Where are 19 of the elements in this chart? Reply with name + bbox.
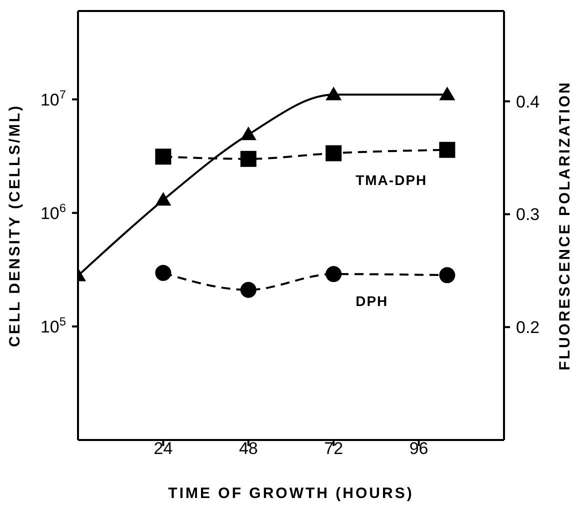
- point: [155, 192, 172, 206]
- y-tick-label: 10$^{7}$: [40, 87, 66, 110]
- point: [240, 126, 256, 140]
- y2-tick-label: 0.3: [516, 205, 540, 224]
- y-tick-label: 10$^{5}$: [40, 314, 66, 336]
- x-axis-title: TIME OF GROWTH (HOURS): [168, 485, 414, 502]
- series-label: TMA-DPH: [356, 172, 428, 188]
- x-tick-label: 24: [154, 439, 173, 458]
- point: [326, 86, 342, 100]
- x-tick-label: 72: [324, 439, 344, 458]
- y2-tick-label: 0.4: [516, 92, 540, 112]
- x-tick-label: 96: [409, 439, 428, 458]
- y2-tick-label: 0.2: [516, 318, 540, 338]
- y-tick-label: 10$^{6}$: [40, 200, 66, 223]
- y2-axis-title: FLUORESCENCE POLARIZATION: [556, 80, 574, 370]
- point: [439, 86, 456, 100]
- y-axis-title: CELL DENSITY (CELLS/ML): [6, 104, 24, 347]
- series-label: DPH: [356, 293, 388, 310]
- x-tick-label: 48: [238, 439, 258, 458]
